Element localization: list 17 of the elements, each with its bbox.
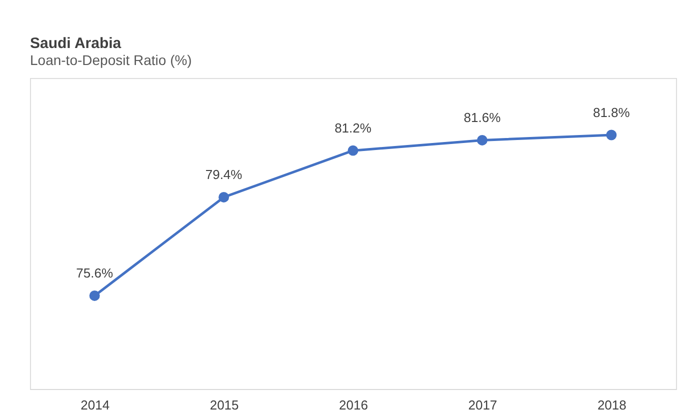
x-tick-label: 2015	[210, 398, 239, 412]
data-label: 75.6%	[76, 266, 114, 281]
point	[476, 134, 488, 146]
data-label: 79.4%	[205, 167, 243, 182]
data-label: 81.6%	[464, 110, 502, 126]
data-label: 81.8%	[592, 105, 630, 120]
point	[89, 290, 100, 301]
x-tick-label: 2017	[468, 398, 498, 412]
x-tick-label: 2014	[80, 398, 110, 412]
chart-title: Saudi Arabia	[30, 35, 122, 52]
point	[606, 130, 617, 140]
point	[348, 145, 358, 156]
x-tick-label: 2016	[339, 398, 368, 412]
chart-subtitle: Loan-to-Deposit Ratio (%)	[30, 52, 192, 68]
data-label: 81.2%	[334, 120, 372, 136]
x-tick-label: 2018	[597, 398, 626, 412]
point	[218, 192, 230, 202]
